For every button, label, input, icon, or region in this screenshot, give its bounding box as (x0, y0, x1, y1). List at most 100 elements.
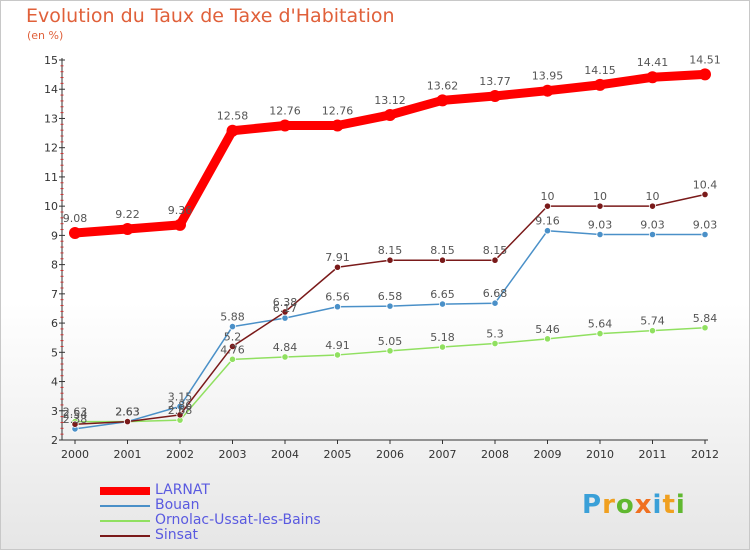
data-label: 6.38 (273, 296, 298, 309)
data-label: 14.41 (637, 56, 669, 69)
legend-swatch (100, 520, 150, 522)
legend-label: Bouan (155, 497, 200, 513)
data-label: 4.91 (325, 339, 350, 352)
data-label: 9.22 (115, 208, 140, 221)
data-point (596, 230, 604, 239)
data-point (646, 71, 659, 84)
data-point (596, 202, 604, 210)
data-label: 2.63 (115, 406, 140, 419)
data-label: 6.58 (378, 290, 403, 303)
x-tick-label: 2007 (429, 448, 457, 461)
data-label: 5.84 (693, 312, 718, 325)
data-point (331, 119, 344, 132)
data-point (176, 411, 184, 419)
y-tick-label: 8 (51, 259, 58, 272)
data-point (386, 302, 394, 310)
data-label: 2.63 (63, 406, 88, 419)
data-label: 5.46 (535, 323, 560, 336)
data-label: 9.36 (168, 204, 193, 217)
x-tick-label: 2006 (376, 448, 404, 461)
data-label: 5.74 (640, 315, 665, 328)
legend-label: LARNAT (155, 482, 210, 498)
x-tick-label: 2004 (271, 448, 299, 461)
data-point (69, 227, 81, 240)
data-point (648, 202, 657, 210)
data-label: 9.08 (63, 212, 88, 225)
logo-letter: x (634, 490, 653, 520)
x-tick-label: 2002 (166, 448, 194, 461)
data-point (491, 339, 499, 348)
data-point (228, 322, 237, 331)
data-label: 8.15 (483, 244, 508, 257)
data-point (228, 342, 237, 351)
data-point (594, 78, 606, 91)
data-point (489, 89, 501, 102)
x-tick-label: 2003 (219, 448, 247, 461)
data-label: 10 (646, 190, 660, 203)
data-label: 8.15 (378, 244, 403, 257)
data-point (384, 108, 396, 121)
logo-letter: r (602, 490, 616, 520)
data-point (436, 94, 449, 107)
data-point (228, 355, 237, 363)
data-point (174, 218, 186, 231)
data-label: 12.76 (269, 104, 301, 117)
legend-swatch (100, 535, 150, 537)
data-point (281, 314, 289, 322)
legend-swatch (100, 487, 150, 495)
data-labels: 2.63 2.63 2.68 4.76 4.84 4.91 5.05 5.18 5.3 5.46 5… (63, 53, 721, 426)
data-label: 2.86 (168, 399, 193, 412)
data-point (123, 417, 132, 426)
x-tick-label: 2012 (691, 448, 719, 461)
chart-title: Evolution du Taux de Taxe d'Habitation (26, 5, 395, 27)
data-label: 14.15 (584, 64, 616, 77)
data-label: 5.05 (378, 335, 403, 348)
legend-label: Ornolac-Ussat-les-Bains (155, 512, 321, 528)
data-point (438, 256, 447, 264)
x-tick-label: 2008 (481, 448, 509, 461)
data-point (438, 343, 447, 351)
data-label: 13.95 (532, 70, 564, 83)
x-tick-label: 2001 (114, 448, 142, 461)
data-point (121, 222, 134, 235)
data-point (226, 124, 239, 137)
data-point (543, 227, 552, 235)
logo-letter: i (675, 490, 686, 520)
x-tick-label: 2005 (324, 448, 352, 461)
data-label: 12.76 (322, 104, 354, 117)
data-label: 2.68 (168, 404, 193, 417)
data-label: 6.68 (483, 287, 508, 300)
data-label: 13.77 (479, 75, 511, 88)
data-label: 6.17 (273, 302, 298, 315)
y-tick-label: 11 (44, 171, 58, 184)
data-label: 5.88 (220, 311, 245, 324)
data-label: 3.15 (168, 390, 193, 403)
data-point (438, 300, 447, 308)
data-label: 10.4 (693, 178, 718, 191)
y-tick-label: 15 (44, 54, 58, 67)
logo-letter: o (615, 490, 635, 520)
data-point (701, 230, 709, 239)
y-tick-label: 7 (51, 288, 58, 301)
logo-letter: i (652, 490, 663, 520)
legend-label: Sinsat (155, 527, 199, 543)
data-label: 9.03 (588, 219, 613, 232)
data-label: 5.18 (430, 331, 455, 344)
y-tick-label: 10 (44, 200, 58, 213)
x-tick-label: 2010 (586, 448, 614, 461)
data-point (648, 327, 657, 335)
x-tick-label: 2011 (639, 448, 667, 461)
data-point (701, 324, 709, 332)
y-tick-label: 6 (51, 317, 58, 330)
data-label: 5.3 (486, 328, 504, 341)
data-point (176, 402, 184, 410)
logo-letter: P (582, 490, 603, 520)
x-tick-label: 2009 (534, 448, 562, 461)
y-tick-label: 13 (44, 112, 58, 125)
data-label: 5.2 (224, 330, 242, 343)
data-label: 2.63 (115, 406, 140, 419)
data-label: 4.76 (220, 343, 245, 356)
legend-swatch (100, 505, 150, 507)
data-label: 9.16 (535, 215, 560, 228)
